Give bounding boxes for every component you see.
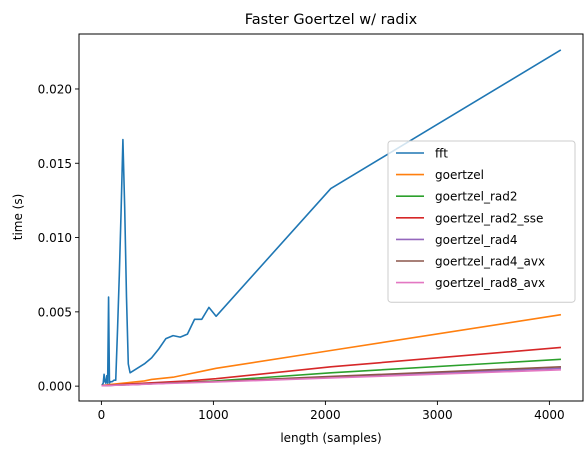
y-tick-label: 0.020 bbox=[38, 82, 72, 96]
x-tick-label: 3000 bbox=[422, 408, 453, 422]
legend-box bbox=[387, 140, 576, 303]
y-axis: 0.000 0.005 0.010 0.015 0.020 bbox=[38, 82, 79, 394]
legend-label-goertzel_rad4_avx: goertzel_rad4_avx bbox=[435, 255, 545, 269]
y-tick-label: 0.015 bbox=[38, 157, 72, 171]
x-tick-label: 0 bbox=[98, 408, 106, 422]
legend-label-goertzel_rad2_sse: goertzel_rad2_sse bbox=[435, 211, 543, 225]
y-tick-label: 0.010 bbox=[38, 231, 72, 245]
y-tick-label: 0.000 bbox=[38, 380, 72, 394]
legend-label-fft: fft bbox=[435, 147, 448, 161]
x-axis: 0 1000 2000 3000 4000 bbox=[98, 401, 565, 422]
series-line-fft bbox=[101, 49, 562, 386]
plot-series bbox=[101, 49, 562, 387]
series-line-goertzel_rad8_avx bbox=[101, 368, 561, 387]
plot-frame bbox=[78, 33, 584, 402]
series-line-goertzel bbox=[101, 313, 562, 387]
legend: fft goertzel goertzel_rad2 goertzel_rad2_ss… bbox=[387, 140, 576, 303]
chart-title: Faster Goertzel w/ radix bbox=[245, 12, 418, 28]
legend-label-goertzel_rad2: goertzel_rad2 bbox=[435, 190, 518, 204]
x-tick-label: 4000 bbox=[534, 408, 565, 422]
series-line-goertzel_rad2_sse bbox=[101, 346, 562, 387]
legend-label-goertzel_rad8_avx: goertzel_rad8_avx bbox=[435, 276, 545, 290]
x-tick-label: 1000 bbox=[198, 408, 229, 422]
y-tick-label: 0.005 bbox=[38, 305, 72, 319]
y-axis-label: time (s) bbox=[11, 194, 25, 241]
x-axis-label: length (samples) bbox=[280, 431, 381, 445]
x-tick-label: 2000 bbox=[310, 408, 341, 422]
legend-label-goertzel_rad4: goertzel_rad4 bbox=[435, 233, 518, 247]
legend-label-goertzel: goertzel bbox=[435, 168, 484, 182]
